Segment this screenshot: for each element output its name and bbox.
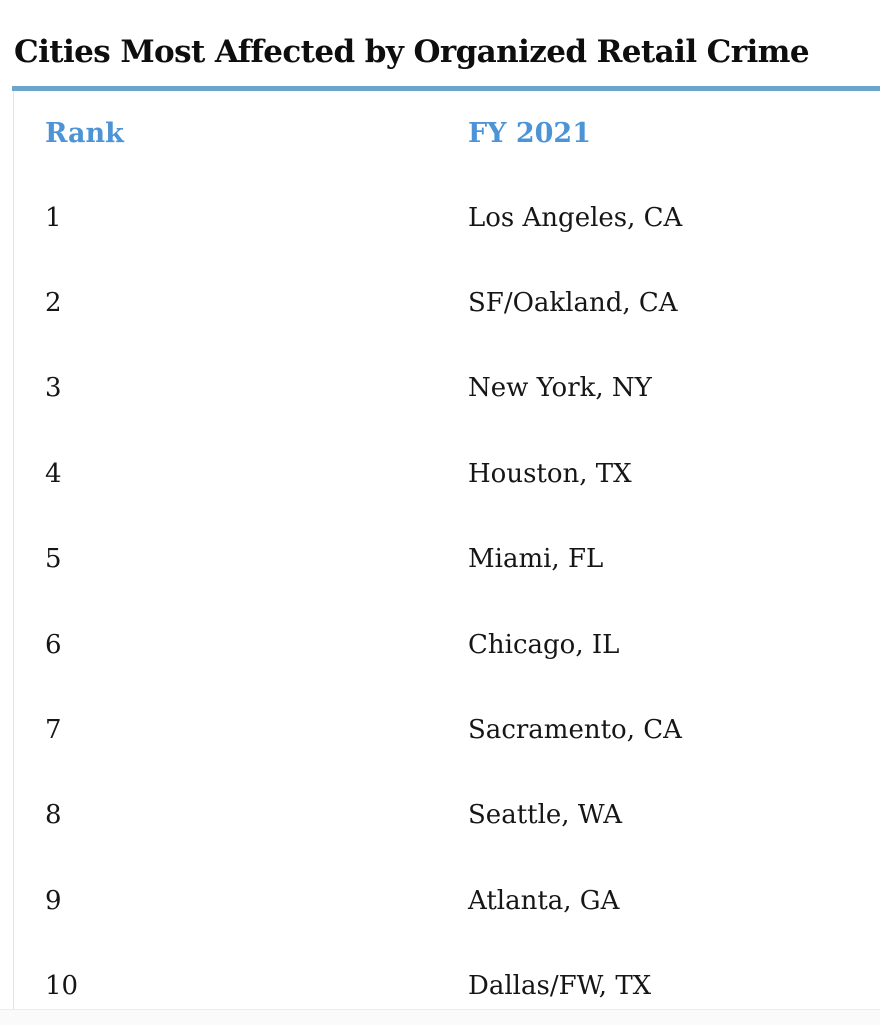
rank-value: 9 — [45, 885, 62, 916]
city-value: New York, NY — [468, 373, 652, 404]
table-row: 8 Seattle, WA — [14, 773, 880, 858]
city-value: Sacramento, CA — [468, 715, 682, 746]
table-row: 3 New York, NY — [14, 346, 880, 431]
bottom-section-divider — [0, 1009, 880, 1025]
table-row: 2 SF/Oakland, CA — [14, 260, 880, 345]
column-header-fy2021: FY 2021 — [468, 117, 591, 149]
table-row: 7 Sacramento, CA — [14, 687, 880, 772]
table-row: 4 Houston, TX — [14, 431, 880, 516]
rank-value: 4 — [45, 458, 62, 489]
rank-value: 6 — [45, 629, 62, 660]
header-divider-rule — [12, 86, 880, 91]
city-value: Atlanta, GA — [468, 885, 620, 916]
rank-value: 8 — [45, 800, 62, 831]
city-value: Seattle, WA — [468, 800, 623, 831]
rank-value: 1 — [45, 202, 62, 233]
column-header-rank: Rank — [45, 117, 124, 149]
table-header-row: Rank FY 2021 — [14, 91, 880, 175]
rank-value: 3 — [45, 373, 62, 404]
table-row: 10 Dallas/FW, TX — [14, 944, 880, 1009]
city-value: Miami, FL — [468, 544, 604, 575]
city-value: Los Angeles, CA — [468, 202, 683, 233]
city-value: Chicago, IL — [468, 629, 620, 660]
rank-value: 7 — [45, 715, 62, 746]
orc-cities-table: Rank FY 2021 1 Los Angeles, CA 2 SF/Oakl… — [13, 91, 880, 1009]
city-value: SF/Oakland, CA — [468, 288, 678, 319]
table-row: 9 Atlanta, GA — [14, 858, 880, 943]
page-title: Cities Most Affected by Organized Retail… — [14, 33, 810, 70]
rank-value: 10 — [45, 971, 79, 1002]
rank-value: 2 — [45, 288, 62, 319]
table-row: 6 Chicago, IL — [14, 602, 880, 687]
table-row: 1 Los Angeles, CA — [14, 175, 880, 260]
city-value: Dallas/FW, TX — [468, 971, 652, 1002]
city-value: Houston, TX — [468, 458, 632, 489]
rank-value: 5 — [45, 544, 62, 575]
table-row: 5 Miami, FL — [14, 517, 880, 602]
